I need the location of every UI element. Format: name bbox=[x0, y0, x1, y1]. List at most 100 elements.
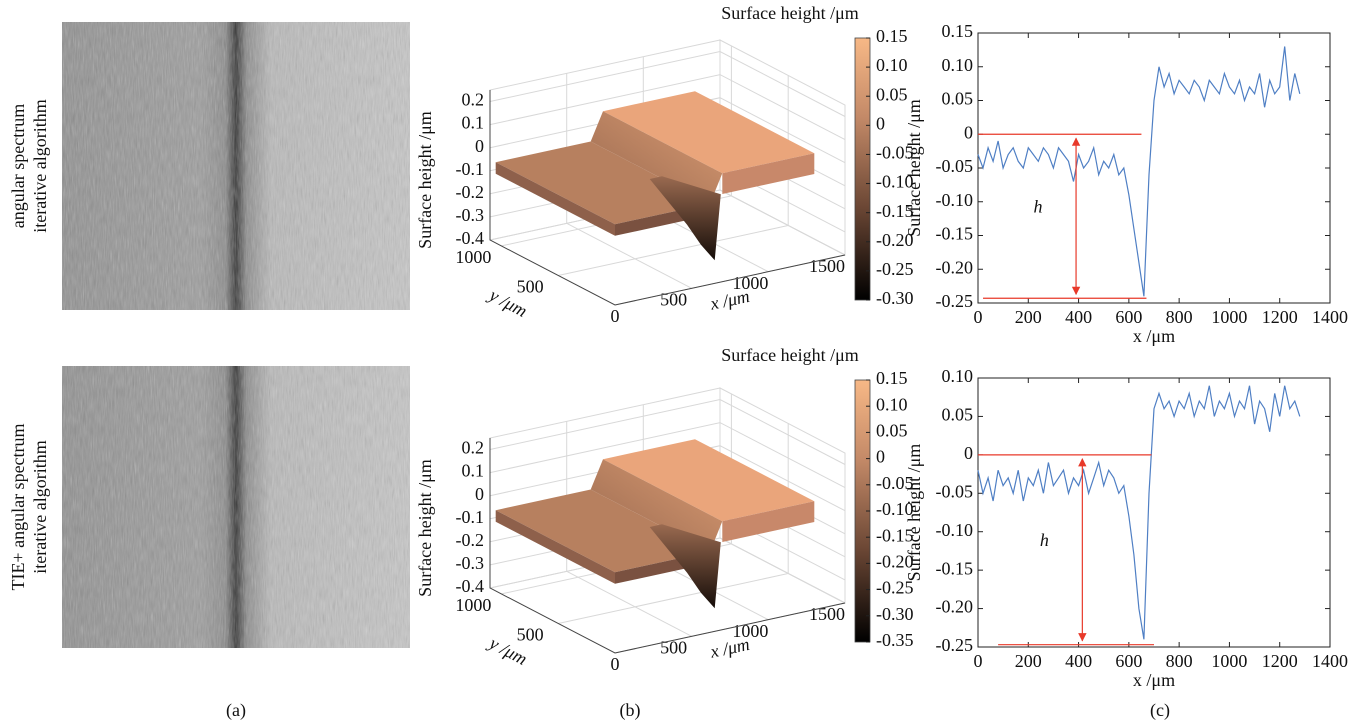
x-axis-label: x /μm bbox=[708, 634, 752, 662]
panel-label: (b) bbox=[620, 700, 641, 721]
y-tick-label: 0.15 bbox=[942, 21, 974, 41]
grid-line bbox=[501, 393, 732, 595]
z-axis-label: Surface height /μm bbox=[415, 459, 435, 597]
z-axis-label: Surface height /μm bbox=[415, 111, 435, 249]
y-tick-label: 0 bbox=[964, 443, 973, 463]
x-tick-label: 600 bbox=[1115, 651, 1142, 671]
grid-line bbox=[719, 388, 846, 604]
x-tick-label: 200 bbox=[1015, 651, 1042, 671]
row-label-top: angular spectrum iterative algorithm bbox=[8, 99, 50, 232]
surface-high bbox=[603, 91, 815, 174]
colorbar-tick-label: -0.15 bbox=[876, 201, 914, 221]
micrograph-top bbox=[62, 22, 410, 310]
y-tick-label: 500 bbox=[517, 277, 544, 297]
axis-line bbox=[489, 438, 846, 654]
x-tick-label: 1400 bbox=[1312, 651, 1348, 671]
surface-trench bbox=[649, 176, 721, 261]
colorbar-tick-label: -0.30 bbox=[876, 288, 914, 308]
colorbar-tick-label: -0.15 bbox=[876, 525, 914, 545]
y-tick-label: -0.25 bbox=[936, 635, 974, 655]
row-label-bottom: TIE+ angular spectrum iterative algorith… bbox=[8, 423, 50, 590]
y-axis-label: Surface height /μm bbox=[904, 99, 924, 237]
row-label-line: iterative algorithm bbox=[30, 440, 50, 573]
z-tick-label: -0.3 bbox=[456, 553, 485, 573]
y-tick-label: 500 bbox=[517, 625, 544, 645]
surface-plot: 0.20.10-0.1-0.2-0.3-0.450010001500050010… bbox=[415, 3, 913, 326]
annotation: h bbox=[1034, 196, 1043, 216]
y-tick-label: 0 bbox=[611, 306, 620, 326]
colorbar bbox=[854, 37, 871, 301]
surface-step bbox=[590, 459, 723, 552]
z-tick-label: -0.2 bbox=[456, 182, 485, 202]
y-tick-label: -0.25 bbox=[936, 291, 974, 311]
z-tick-label: -0.2 bbox=[456, 530, 485, 550]
z-tick-label: 0 bbox=[475, 484, 484, 504]
y-tick-label: -0.20 bbox=[936, 597, 974, 617]
x-tick-label: 500 bbox=[660, 637, 687, 657]
colorbar-title: Surface height /μm bbox=[721, 345, 859, 365]
grid-line bbox=[566, 421, 692, 637]
row-label-line: TIE+ angular spectrum bbox=[8, 423, 28, 590]
y-tick-label: -0.10 bbox=[936, 190, 974, 210]
grid-line bbox=[558, 423, 789, 624]
surface-low bbox=[495, 141, 711, 225]
z-tick-label: 0.2 bbox=[462, 438, 485, 458]
data-line bbox=[977, 46, 1301, 297]
z-tick-label: -0.1 bbox=[456, 507, 485, 527]
surface-skirt bbox=[722, 153, 815, 194]
surface-trench bbox=[649, 524, 721, 609]
y-tick-label: -0.10 bbox=[936, 520, 974, 540]
colorbar-tick-label: 0.10 bbox=[876, 55, 908, 75]
z-tick-label: 0.2 bbox=[462, 90, 485, 110]
colorbar-tick-label: 0.05 bbox=[876, 84, 908, 104]
data-line bbox=[977, 385, 1301, 640]
z-tick-label: 0.1 bbox=[462, 113, 485, 133]
colorbar-tick-label: -0.05 bbox=[876, 143, 914, 163]
row-label-line: iterative algorithm bbox=[30, 99, 50, 232]
x-tick-label: 1000 bbox=[1211, 651, 1247, 671]
y-tick-label: 0 bbox=[964, 122, 973, 142]
grid-line bbox=[558, 75, 789, 276]
z-tick-label: -0.4 bbox=[456, 228, 485, 248]
x-axis-label: x /μm bbox=[708, 286, 752, 314]
y-axis-label: Surface height /μm bbox=[904, 444, 924, 582]
x-tick-label: 1400 bbox=[1312, 307, 1348, 327]
colorbar-tick-label: 0.15 bbox=[876, 26, 908, 46]
colorbar-tick-label: 0.10 bbox=[876, 394, 908, 414]
x-tick-label: 800 bbox=[1166, 651, 1193, 671]
x-tick-label: 400 bbox=[1065, 307, 1092, 327]
y-tick-label: 0.05 bbox=[942, 405, 974, 425]
colorbar-tick-label: -0.10 bbox=[876, 499, 914, 519]
surface-skirt bbox=[495, 162, 615, 236]
colorbar-tick-label: -0.05 bbox=[876, 473, 914, 493]
colorbar-title: Surface height /μm bbox=[721, 3, 859, 23]
surface-skirt bbox=[495, 510, 615, 584]
surface-step bbox=[590, 111, 723, 204]
y-tick-label: -0.15 bbox=[936, 224, 974, 244]
grid-line bbox=[719, 40, 846, 256]
z-tick-label: -0.4 bbox=[456, 576, 485, 596]
y-tick-label: 1000 bbox=[455, 247, 491, 267]
y-tick-label: 0 bbox=[611, 654, 620, 674]
z-tick-label: -0.3 bbox=[456, 205, 485, 225]
colorbar-tick-label: -0.20 bbox=[876, 230, 914, 250]
panel-label: (c) bbox=[1150, 700, 1170, 721]
annotation: h bbox=[1040, 530, 1049, 550]
grid-line bbox=[501, 45, 732, 247]
x-tick-label: 0 bbox=[974, 651, 983, 671]
y-tick-label: 0.10 bbox=[942, 366, 974, 386]
micrograph-bottom bbox=[62, 366, 410, 648]
z-tick-label: 0 bbox=[475, 136, 484, 156]
y-tick-label: -0.20 bbox=[936, 257, 974, 277]
colorbar-tick-label: -0.30 bbox=[876, 604, 914, 624]
x-axis-label: x /μm bbox=[1133, 670, 1175, 690]
colorbar-tick-label: -0.10 bbox=[876, 172, 914, 192]
colorbar-tick-label: -0.20 bbox=[876, 552, 914, 572]
y-tick-label: -0.05 bbox=[936, 156, 974, 176]
axis-line bbox=[489, 90, 846, 306]
x-tick-label: 0 bbox=[974, 307, 983, 327]
colorbar-tick-label: -0.35 bbox=[876, 630, 914, 650]
y-tick-label: 0.10 bbox=[942, 55, 974, 75]
x-tick-label: 500 bbox=[660, 289, 687, 309]
x-axis-label: x /μm bbox=[1133, 326, 1175, 346]
